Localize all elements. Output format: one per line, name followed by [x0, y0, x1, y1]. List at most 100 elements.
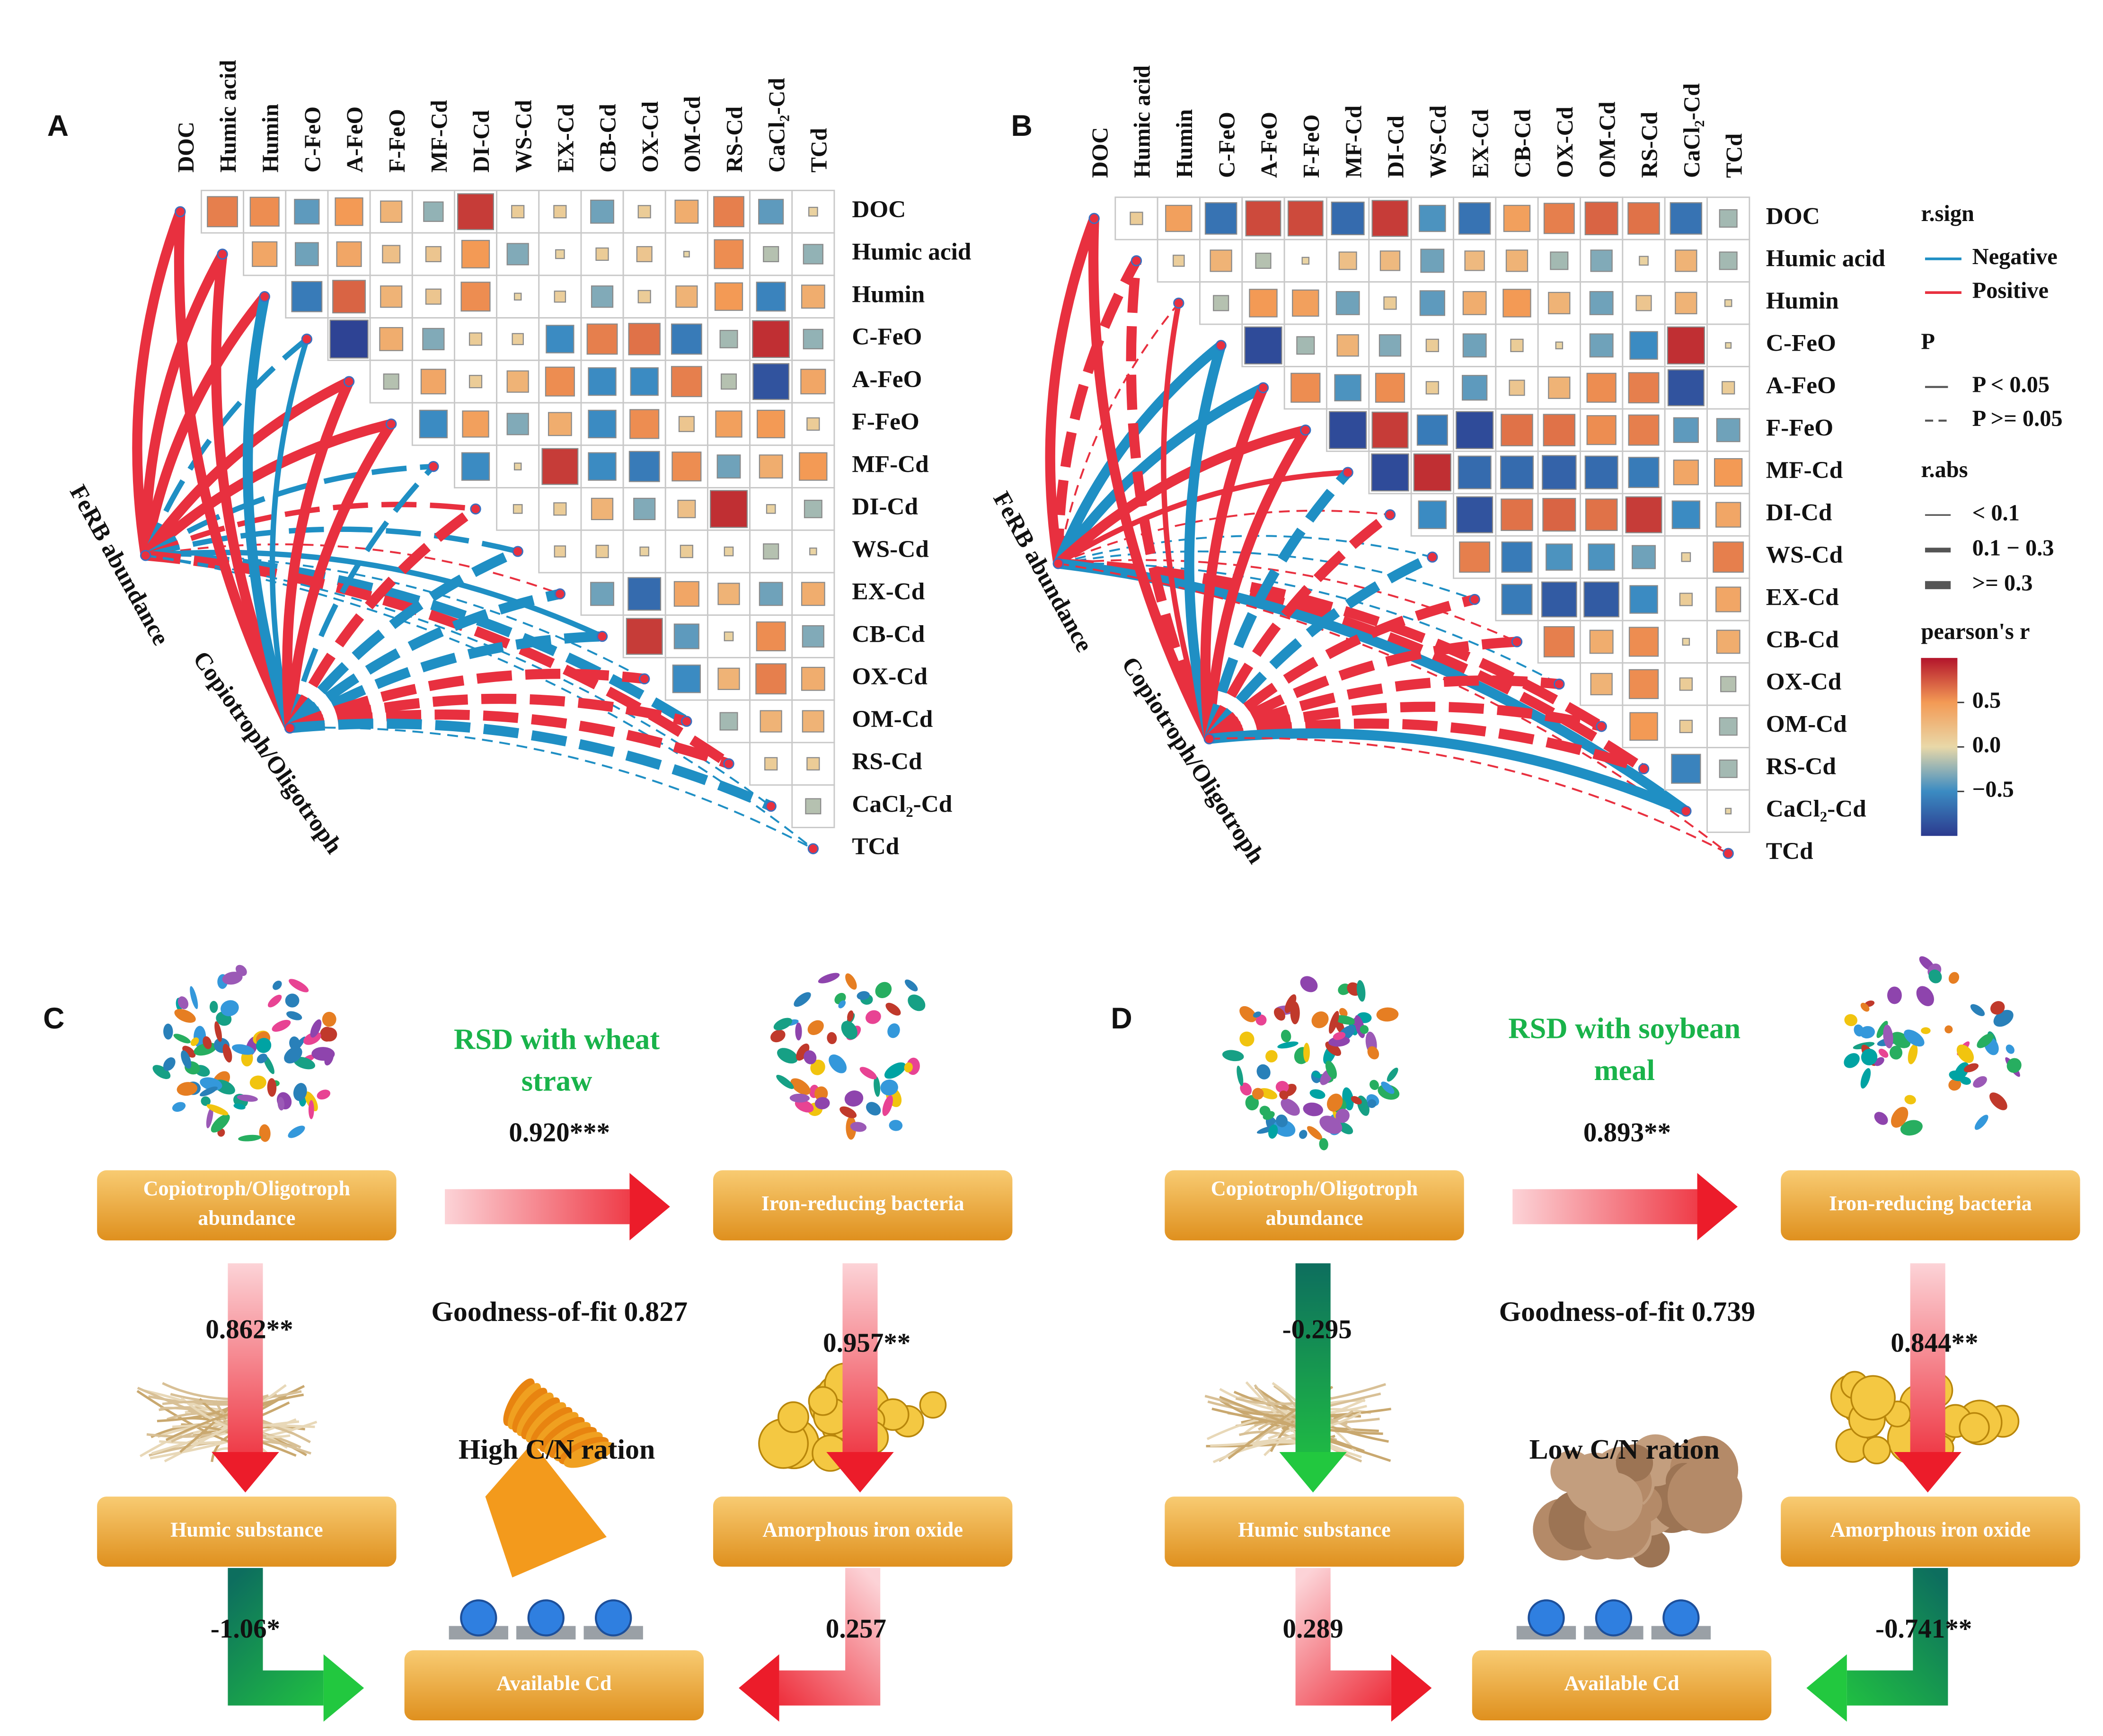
illustration — [1325, 1041, 1342, 1056]
illustration — [222, 1044, 232, 1063]
node-box — [404, 1650, 704, 1720]
cell — [801, 582, 825, 606]
illustration — [485, 1443, 607, 1577]
cell — [1725, 342, 1732, 349]
illustration — [1844, 1053, 1860, 1068]
illustration — [841, 1020, 857, 1040]
illustration — [201, 1096, 211, 1106]
illustration — [164, 1384, 287, 1462]
cell — [803, 328, 823, 350]
column-label: WS-Cd — [511, 100, 536, 172]
illustration — [289, 979, 309, 992]
cell-frame — [1706, 789, 1750, 833]
node — [217, 248, 228, 260]
cell — [809, 547, 817, 556]
node-label: abundance — [1265, 1206, 1363, 1230]
node — [596, 630, 608, 642]
cell — [553, 502, 567, 516]
cell — [1548, 292, 1571, 315]
cell — [588, 409, 617, 439]
illustration — [1904, 1095, 1916, 1105]
illustration — [233, 1103, 246, 1110]
row-label: OM-Cd — [852, 706, 933, 733]
node-box — [1781, 1497, 2080, 1567]
row-label: TCd — [852, 833, 899, 860]
illustration — [1928, 969, 1942, 983]
node — [1257, 382, 1269, 393]
illustration — [866, 1102, 881, 1116]
illustration — [1874, 1112, 1888, 1125]
cell — [512, 333, 524, 345]
source-node — [284, 722, 296, 734]
path-coefficient: 0.893** — [1583, 1118, 1671, 1148]
link — [211, 253, 295, 730]
cell — [1625, 496, 1662, 533]
node — [1131, 255, 1142, 266]
node-label: Amorphous iron oxide — [762, 1518, 963, 1541]
row-label: OM-Cd — [1766, 711, 1847, 738]
node — [723, 758, 734, 770]
illustration — [1300, 976, 1318, 992]
cell — [1334, 374, 1361, 401]
cell — [1589, 291, 1614, 315]
cell — [806, 757, 820, 771]
node — [1215, 340, 1227, 351]
illustration — [1974, 1115, 1988, 1130]
cell — [637, 205, 651, 219]
cell — [714, 282, 743, 311]
illustration — [795, 1022, 802, 1041]
illustration — [1255, 1014, 1267, 1026]
link — [288, 693, 688, 733]
legend-label: < 0.1 — [1972, 500, 2020, 525]
illustration — [1273, 1008, 1286, 1021]
illustration — [277, 1097, 285, 1111]
path-coefficient: 0.844** — [1891, 1328, 1978, 1358]
cell — [1584, 455, 1618, 489]
illustration — [199, 1086, 218, 1097]
illustration — [594, 1599, 632, 1637]
cell — [633, 497, 656, 520]
cell-frame — [1199, 281, 1243, 325]
node — [259, 291, 270, 302]
illustration — [770, 1029, 786, 1043]
cell — [1716, 629, 1741, 654]
cell — [555, 249, 565, 259]
cell — [1543, 203, 1575, 234]
illustration — [1299, 1130, 1308, 1139]
illustration — [177, 996, 189, 1010]
illustration — [322, 1027, 337, 1042]
illustration — [776, 1074, 794, 1089]
cell — [1629, 331, 1658, 360]
row-label: DI-Cd — [1766, 499, 1832, 526]
link — [1204, 469, 1352, 740]
link — [286, 547, 520, 731]
illustration — [778, 1401, 809, 1433]
cell — [423, 201, 444, 222]
illustration — [1252, 1088, 1264, 1100]
row-label: OX-Cd — [1766, 668, 1842, 695]
illustration — [206, 1107, 213, 1128]
column-label: Humin — [1172, 109, 1197, 178]
cell — [672, 664, 701, 693]
row-label: C-FeO — [852, 323, 922, 350]
legend-title: r.sign — [1921, 201, 1974, 226]
cell — [1420, 248, 1445, 273]
model-title: straw — [521, 1064, 592, 1098]
cell — [1589, 333, 1614, 358]
illustration — [1904, 1029, 1925, 1047]
arrow-head — [1806, 1654, 1847, 1722]
illustration — [1949, 1070, 1965, 1081]
link — [140, 251, 227, 556]
node — [1638, 763, 1650, 775]
cell — [1419, 204, 1446, 232]
cell — [1679, 593, 1693, 606]
illustration — [1279, 1090, 1289, 1100]
cell — [545, 366, 575, 397]
link — [1058, 510, 1390, 565]
cell — [1503, 204, 1531, 232]
node-label: Iron-reducing bacteria — [761, 1192, 964, 1215]
cell — [294, 199, 320, 225]
cell — [1713, 541, 1744, 573]
cell — [1419, 290, 1445, 316]
row-label: RS-Cd — [1766, 753, 1836, 780]
